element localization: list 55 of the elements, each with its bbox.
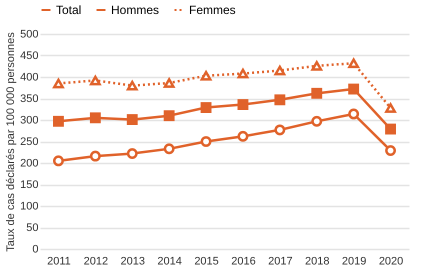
point xyxy=(164,143,175,154)
point xyxy=(164,110,175,122)
x-tick-label: 2020 xyxy=(378,256,404,268)
y-tick-label: 350 xyxy=(20,93,38,105)
point xyxy=(238,130,248,142)
x-tick-label: 2012 xyxy=(84,256,108,268)
point xyxy=(90,76,101,86)
point xyxy=(53,155,64,166)
point xyxy=(348,84,360,94)
y-tick-label: 400 xyxy=(20,72,38,84)
x-tick-label: 2011 xyxy=(47,256,71,268)
y-tick-label: 50 xyxy=(26,222,38,234)
point xyxy=(126,114,138,126)
x-tick-label: 2017 xyxy=(268,256,293,268)
y-tick-label: 0 xyxy=(32,244,38,256)
point xyxy=(311,116,322,127)
y-tick-label: 150 xyxy=(20,179,38,191)
x-tick-label: 2018 xyxy=(305,256,330,268)
point xyxy=(348,58,360,68)
point xyxy=(274,66,286,76)
point xyxy=(238,99,248,110)
point xyxy=(53,116,64,127)
point xyxy=(200,136,212,147)
point xyxy=(164,78,175,88)
point xyxy=(311,60,322,71)
point xyxy=(385,145,396,156)
y-tick-label: 200 xyxy=(20,158,38,170)
x-tick-label: 2014 xyxy=(157,256,182,268)
point xyxy=(126,80,138,90)
point xyxy=(385,124,396,134)
point xyxy=(274,124,286,136)
y-axis-title: Taux de cas déclarés par 100 000 personnes xyxy=(5,32,18,252)
point xyxy=(238,68,248,78)
legend-label: Hommes xyxy=(111,3,160,17)
point xyxy=(200,70,212,81)
point xyxy=(385,103,396,113)
y-tick-label: 500 xyxy=(20,28,38,40)
x-tick-label: 2015 xyxy=(194,256,219,268)
x-tick-label: 2013 xyxy=(120,256,145,268)
point xyxy=(200,102,212,113)
point xyxy=(274,94,286,106)
point xyxy=(311,88,322,99)
y-tick-label: 450 xyxy=(20,50,38,62)
y-tick-label: 250 xyxy=(20,136,38,148)
x-tick-label: 2019 xyxy=(342,256,366,268)
y-tick-label: 100 xyxy=(20,200,38,212)
point xyxy=(90,112,101,124)
point xyxy=(90,150,101,162)
legend-label: Femmes xyxy=(189,3,236,17)
legend-label: Total xyxy=(56,3,82,17)
point xyxy=(126,148,138,159)
y-tick-label: 300 xyxy=(20,114,38,126)
point xyxy=(53,78,64,88)
x-tick-label: 2016 xyxy=(231,256,256,268)
point xyxy=(348,108,360,120)
